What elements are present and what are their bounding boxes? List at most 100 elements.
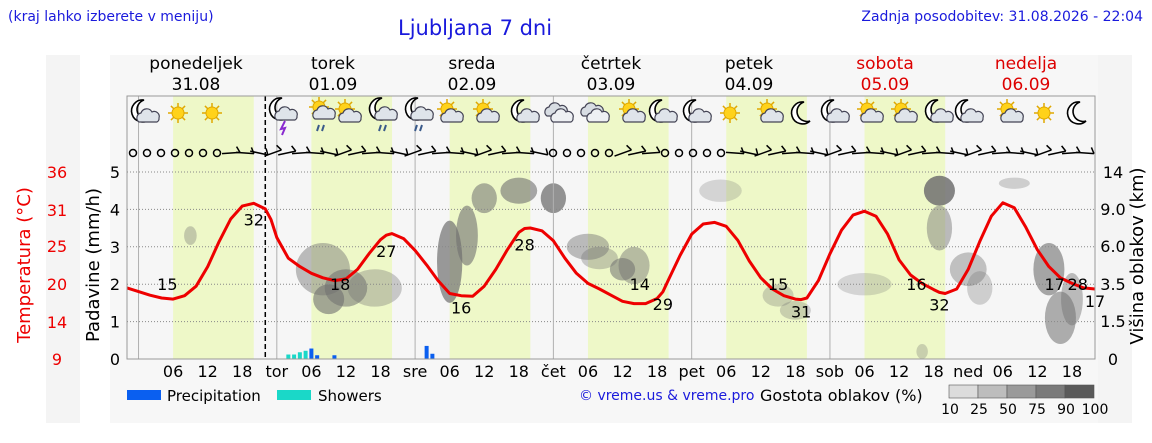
wind-calm-marker <box>674 148 684 158</box>
cloud-density-patch <box>699 179 742 202</box>
hour-tick-label: 06 <box>993 362 1013 381</box>
wind-barb-shaft <box>278 150 296 156</box>
wind-barb-feather <box>825 148 829 156</box>
cloud-shape <box>550 108 574 123</box>
location-hint: (kraj lahko izberete v meniju) <box>8 9 214 25</box>
wind-barb-shaft <box>964 149 982 157</box>
credit-link[interactable]: © vreme.us & vreme.pro <box>579 388 755 404</box>
sun-ray <box>475 101 480 106</box>
wind-barb-shaft <box>614 149 632 157</box>
wind-barb <box>418 145 437 156</box>
temp-tick: 14 <box>47 313 67 332</box>
wind-barb-feather <box>641 145 647 152</box>
hour-tick-label: 06 <box>578 362 598 381</box>
wind-barb-feather <box>906 144 912 151</box>
sun-ray <box>893 101 898 106</box>
wind-barb-shaft <box>908 150 926 156</box>
sun-ray <box>215 105 220 110</box>
cloud-density-patch <box>184 226 197 245</box>
day-tick-label: pet <box>679 362 705 381</box>
cloud-height-tick: 14 <box>1103 163 1123 182</box>
wind-barb-shaft <box>305 151 325 155</box>
sun-disc <box>171 106 185 120</box>
cloud-shape <box>622 108 646 123</box>
cloud-density-patch <box>347 269 402 307</box>
wind-barb <box>978 145 997 156</box>
precipitation-bar <box>315 355 320 359</box>
hour-tick-label: 12 <box>612 362 632 381</box>
sun-ray <box>733 105 738 110</box>
sun-cloud-rain-icon <box>309 97 336 132</box>
wind-barb-shaft <box>1005 151 1025 155</box>
lightning <box>279 120 287 136</box>
sun-ray <box>999 101 1004 106</box>
wind-barb <box>768 145 787 156</box>
wind-barb-feather <box>991 145 997 152</box>
wind-barb <box>1020 148 1039 156</box>
cloud-density-swatch <box>1006 384 1037 399</box>
cloud-density-patch <box>926 205 953 251</box>
sun-cloud-icon <box>437 99 464 123</box>
cloud-shape <box>960 108 984 123</box>
cloud-density-swatch <box>1064 384 1095 399</box>
wind-barb <box>810 148 829 156</box>
wind-barb <box>348 145 367 156</box>
cloud-density-patch <box>998 177 1030 189</box>
moon-icon <box>790 101 811 125</box>
cloud-shape <box>338 108 362 123</box>
day-tick-label: ned <box>953 362 983 381</box>
day-date: 06.09 <box>1002 75 1051 95</box>
moon-cloud-icon <box>924 99 954 123</box>
sun-cloud-icon <box>757 99 784 123</box>
daytime-band <box>726 96 807 359</box>
wind-barb <box>278 145 297 156</box>
moon-icon <box>1066 101 1087 125</box>
sun-cloud-icon <box>473 99 500 123</box>
cloud-height-tick: 6.0 <box>1100 237 1125 256</box>
wind-barb <box>264 144 282 157</box>
wind-barb-shaft <box>404 149 422 157</box>
wind-barb-feather <box>766 144 772 151</box>
wind-barb-shaft <box>754 149 772 157</box>
daytime-band <box>587 96 669 359</box>
wind-barb-feather <box>276 144 282 151</box>
daytime-band <box>311 96 393 359</box>
precipitation-bar <box>297 352 302 359</box>
sun-ray <box>870 101 875 106</box>
sun-ray <box>733 116 738 121</box>
left-axis-panel <box>46 55 80 423</box>
cloud-density-patch <box>500 177 538 204</box>
wind-barb-feather <box>1035 148 1039 156</box>
wind-barb <box>404 144 422 157</box>
cloud-density-patch <box>1044 291 1076 345</box>
wind-barb-feather <box>935 146 941 153</box>
hour-tick-label: 12 <box>889 362 909 381</box>
wind-barb-feather <box>895 148 899 156</box>
wind-barb <box>460 148 479 156</box>
moon-cloud-icon <box>954 99 984 123</box>
cloud-shape <box>312 105 336 120</box>
precip-tick: 4 <box>110 200 120 219</box>
temp-tick: 36 <box>47 163 67 182</box>
wind-barb-feather <box>515 146 521 153</box>
wind-barb <box>950 148 969 156</box>
sun-icon <box>720 103 740 123</box>
temp-tick: 31 <box>47 201 67 220</box>
cloud-shape <box>688 108 712 123</box>
moon-cloud-rain-icon <box>368 97 398 132</box>
cloud-height-tick: 3.5 <box>1100 275 1125 294</box>
cloud-shape <box>860 108 884 123</box>
wind-barb <box>880 148 899 156</box>
page-title: Ljubljana 7 dni <box>398 16 553 40</box>
precipitation-legend-label: Precipitation <box>167 387 261 405</box>
temperature-label: 32 <box>244 210 264 229</box>
wind-barb-feather <box>445 146 451 153</box>
temperature-label: 29 <box>653 295 673 314</box>
day-name: torek <box>311 54 355 74</box>
wind-barb-feather <box>1046 144 1052 151</box>
cloud-shape <box>274 106 298 121</box>
plot-frame <box>126 95 1096 360</box>
wind-barb-shaft <box>740 150 758 156</box>
sun-ray <box>311 99 316 104</box>
cloud-density-patch <box>581 246 618 270</box>
